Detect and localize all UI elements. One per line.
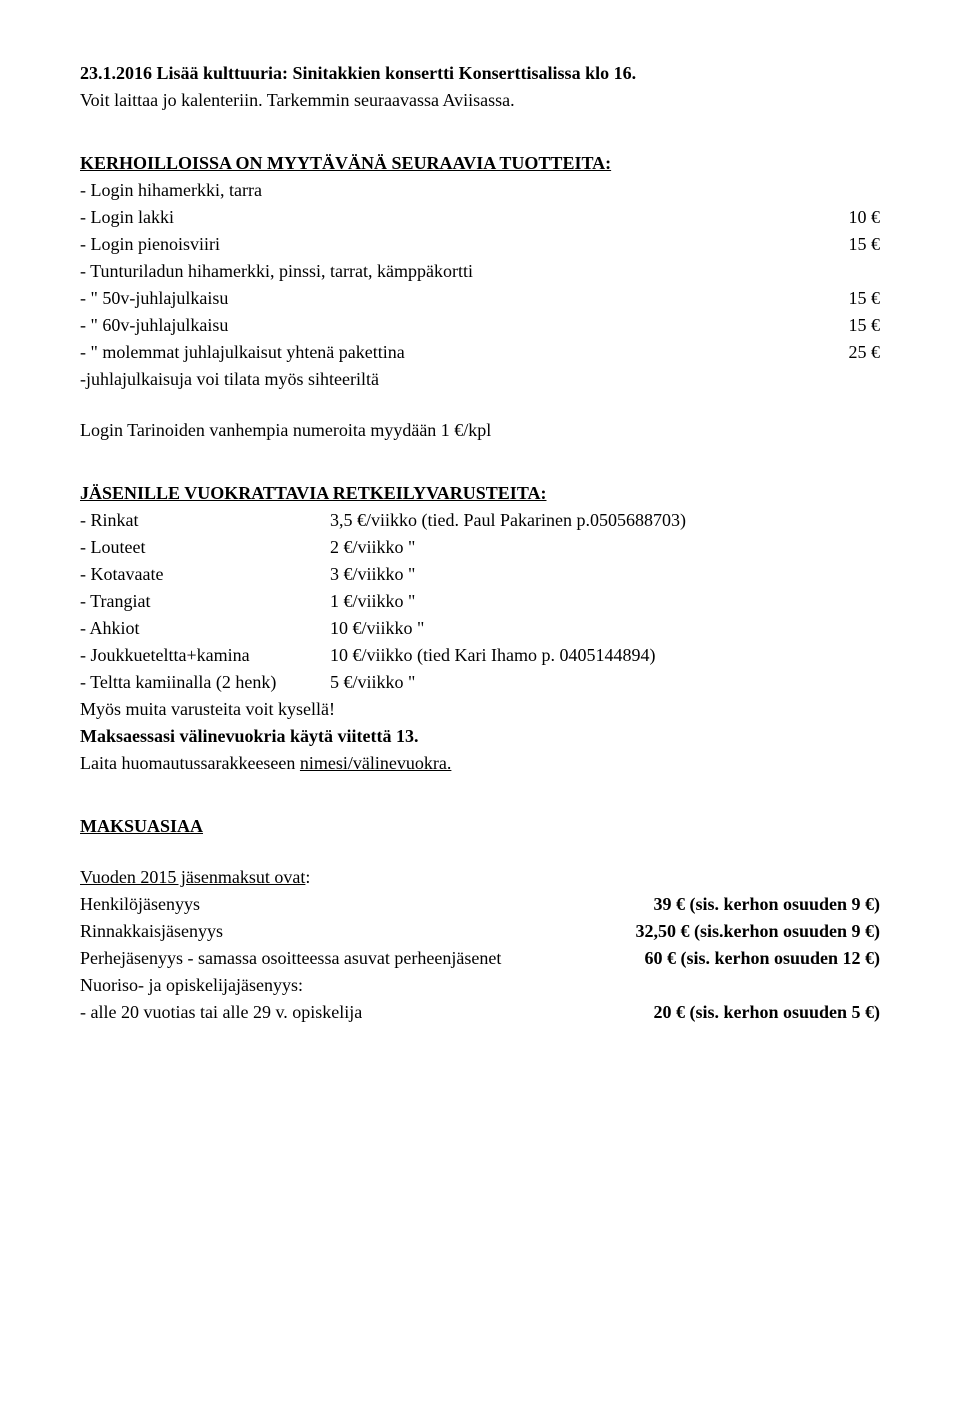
gear-price: 5 €/viikko ": [330, 669, 880, 696]
products-note: -juhlajulkaisuja voi tilata myös sihteer…: [80, 366, 880, 393]
gear-row: - Joukkueteltta+kamina 10 €/viikko (tied…: [80, 642, 880, 669]
product-price: 15 €: [820, 231, 880, 258]
product-label: - Login pienoisviiri: [80, 231, 220, 258]
product-price: 15 €: [820, 312, 880, 339]
gear-row: - Louteet 2 €/viikko ": [80, 534, 880, 561]
gear-label: - Ahkiot: [80, 615, 330, 642]
product-price: 15 €: [820, 285, 880, 312]
fees-heading: MAKSUASIAA: [80, 813, 880, 840]
fee-label: - alle 20 vuotias tai alle 29 v. opiskel…: [80, 999, 362, 1026]
fee-label: Henkilöjäsenyys: [80, 891, 200, 918]
gear-pay-note: Maksaessasi välinevuokria käytä viitettä…: [80, 723, 880, 750]
fee-row: Perhejäsenyys - samassa osoitteessa asuv…: [80, 945, 880, 972]
fee-label: Perhejäsenyys - samassa osoitteessa asuv…: [80, 945, 501, 972]
gear-row: - Rinkat 3,5 €/viikko (tied. Paul Pakari…: [80, 507, 880, 534]
product-label: - " 60v-juhlajulkaisu: [80, 312, 228, 339]
gear-note-prefix: Laita huomautussarakkeeseen: [80, 753, 300, 773]
product-label: - Login lakki: [80, 204, 174, 231]
gear-price: 10 €/viikko (tied Kari Ihamo p. 04051448…: [330, 642, 880, 669]
fee-row: Rinnakkaisjäsenyys 32,50 € (sis.kerhon o…: [80, 918, 880, 945]
gear-row: - Ahkiot 10 €/viikko ": [80, 615, 880, 642]
product-row: - Login hihamerkki, tarra: [80, 177, 880, 204]
gear-label: - Rinkat: [80, 507, 330, 534]
gear-label: - Louteet: [80, 534, 330, 561]
gear-price: 10 €/viikko ": [330, 615, 880, 642]
fees-year-text: Vuoden 2015 jäsenmaksut ovat: [80, 867, 305, 887]
fee-label: Rinnakkaisjäsenyys: [80, 918, 223, 945]
fee-youth-label: Nuoriso- ja opiskelijajäsenyys:: [80, 972, 880, 999]
fees-section: MAKSUASIAA Vuoden 2015 jäsenmaksut ovat:…: [80, 813, 880, 1026]
gear-row: - Teltta kamiinalla (2 henk) 5 €/viikko …: [80, 669, 880, 696]
gear-price: 2 €/viikko ": [330, 534, 880, 561]
fees-year: Vuoden 2015 jäsenmaksut ovat:: [80, 864, 880, 891]
gear-ask: Myös muita varusteita voit kysellä!: [80, 696, 880, 723]
gear-price: 3 €/viikko ": [330, 561, 880, 588]
fees-year-colon: :: [305, 867, 310, 887]
product-label: - " molemmat juhlajulkaisut yhtenä paket…: [80, 339, 405, 366]
fee-price: 32,50 € (sis.kerhon osuuden 9 €): [635, 918, 880, 945]
product-label: - Tunturiladun hihamerkki, pinssi, tarra…: [80, 258, 473, 285]
gear-label: - Joukkueteltta+kamina: [80, 642, 330, 669]
fee-price: 20 € (sis. kerhon osuuden 5 €): [653, 999, 880, 1026]
product-price: 25 €: [820, 339, 880, 366]
products-section: KERHOILLOISSA ON MYYTÄVÄNÄ SEURAAVIA TUO…: [80, 150, 880, 444]
gear-label: - Trangiat: [80, 588, 330, 615]
gear-label: - Teltta kamiinalla (2 henk): [80, 669, 330, 696]
products-heading: KERHOILLOISSA ON MYYTÄVÄNÄ SEURAAVIA TUO…: [80, 150, 880, 177]
product-row: - Tunturiladun hihamerkki, pinssi, tarra…: [80, 258, 880, 285]
fee-price: 39 € (sis. kerhon osuuden 9 €): [653, 891, 880, 918]
fee-row: - alle 20 vuotias tai alle 29 v. opiskel…: [80, 999, 880, 1026]
gear-row: - Kotavaate 3 €/viikko ": [80, 561, 880, 588]
gear-row: - Trangiat 1 €/viikko ": [80, 588, 880, 615]
gear-note: Laita huomautussarakkeeseen nimesi/välin…: [80, 750, 880, 777]
product-label: - Login hihamerkki, tarra: [80, 177, 262, 204]
product-row: - " 50v-juhlajulkaisu 15 €: [80, 285, 880, 312]
gear-note-underline: nimesi/välinevuokra.: [300, 753, 451, 773]
intro-line2: Voit laittaa jo kalenteriin. Tarkemmin s…: [80, 87, 880, 114]
gear-price: 1 €/viikko ": [330, 588, 880, 615]
product-row: - Login lakki 10 €: [80, 204, 880, 231]
product-row: - Login pienoisviiri 15 €: [80, 231, 880, 258]
gear-label: - Kotavaate: [80, 561, 330, 588]
fee-price: 60 € (sis. kerhon osuuden 12 €): [644, 945, 880, 972]
product-row: - " 60v-juhlajulkaisu 15 €: [80, 312, 880, 339]
product-row: - " molemmat juhlajulkaisut yhtenä paket…: [80, 339, 880, 366]
intro-line1: 23.1.2016 Lisää kulttuuria: Sinitakkien …: [80, 60, 880, 87]
fee-row: Henkilöjäsenyys 39 € (sis. kerhon osuude…: [80, 891, 880, 918]
product-label: - " 50v-juhlajulkaisu: [80, 285, 228, 312]
intro-section: 23.1.2016 Lisää kulttuuria: Sinitakkien …: [80, 60, 880, 114]
gear-heading: JÄSENILLE VUOKRATTAVIA RETKEILYVARUSTEIT…: [80, 480, 880, 507]
products-tarinat: Login Tarinoiden vanhempia numeroita myy…: [80, 417, 880, 444]
gear-price: 3,5 €/viikko (tied. Paul Pakarinen p.050…: [330, 507, 880, 534]
product-price: 10 €: [820, 204, 880, 231]
gear-section: JÄSENILLE VUOKRATTAVIA RETKEILYVARUSTEIT…: [80, 480, 880, 777]
